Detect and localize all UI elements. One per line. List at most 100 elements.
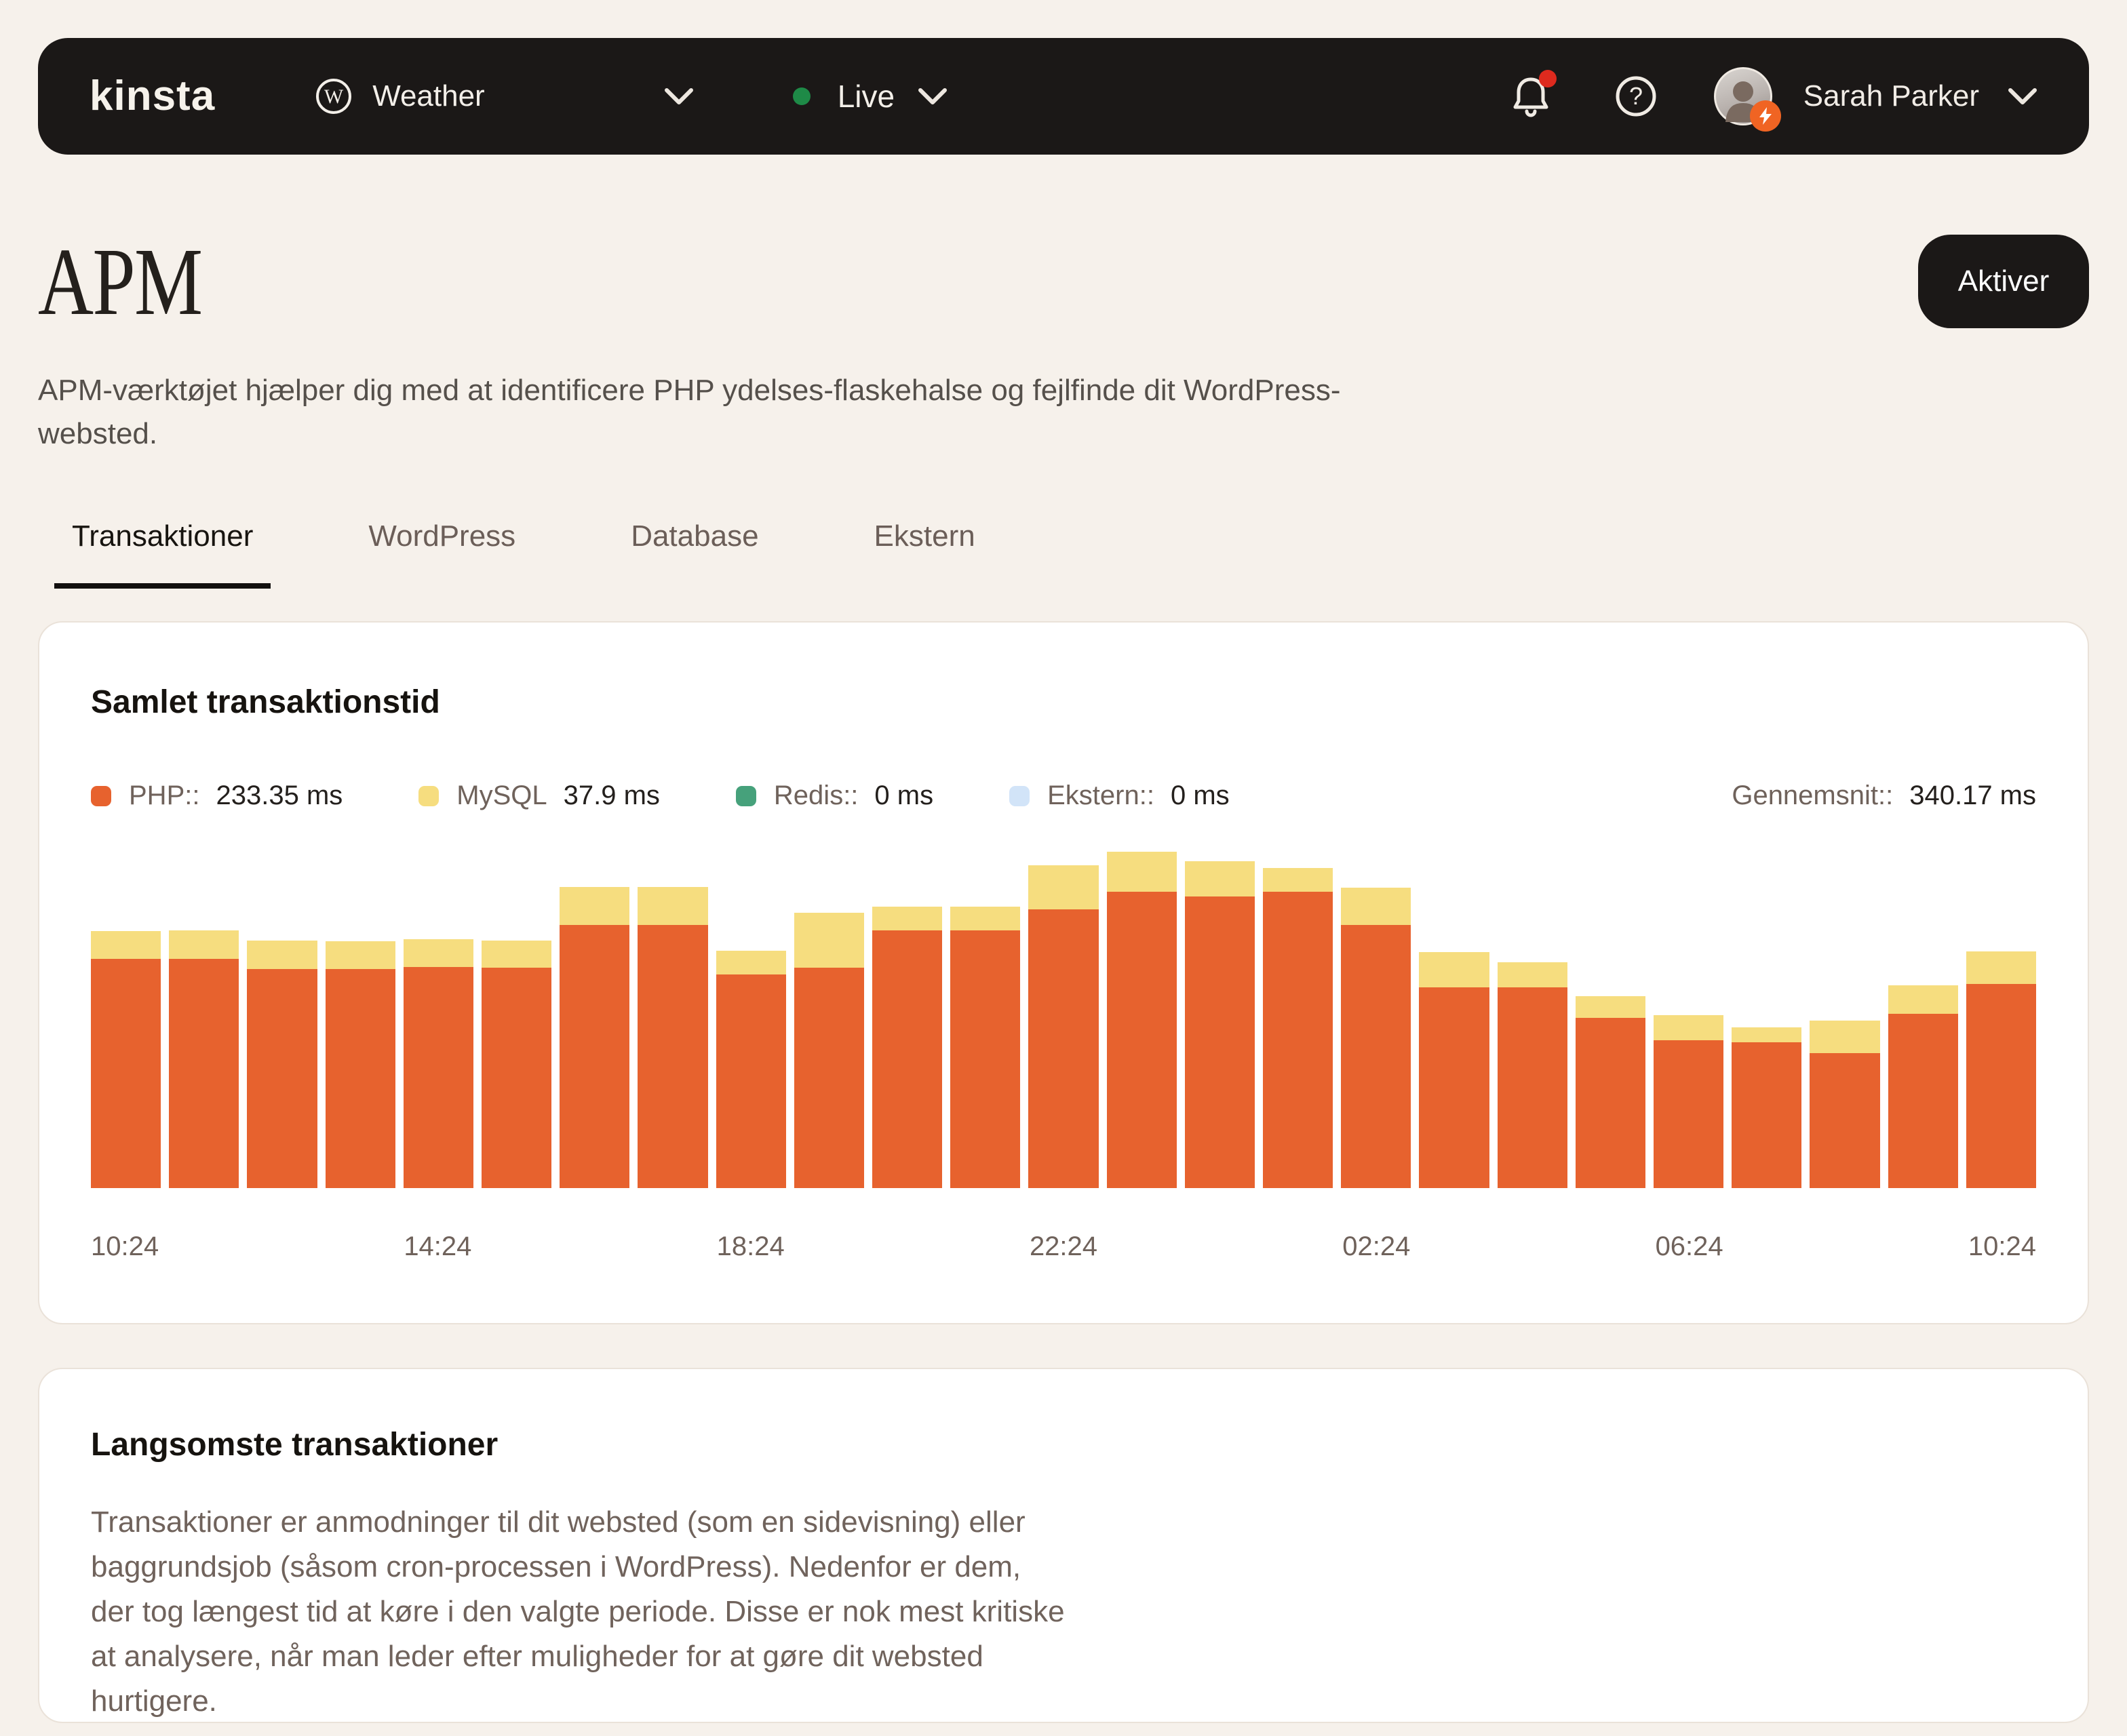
bar-segment-php [247,969,317,1188]
chart-bar[interactable] [1106,852,1177,1188]
bar-segment-php [325,969,395,1188]
user-name: Sarah Parker [1803,79,1979,113]
bar-segment-mysql [1732,1027,1802,1042]
bar-segment-mysql [872,907,943,930]
bar-segment-php [950,930,1021,1188]
chart-bar[interactable] [638,887,708,1188]
legend-value: 0 ms [874,781,934,810]
legend-value: 233.35 ms [216,781,343,810]
chevron-down-icon [918,88,948,104]
bar-segment-php [1341,925,1411,1188]
x-tick: 18:24 [716,1231,785,1261]
bell-icon [1513,77,1548,117]
chart-bar[interactable] [716,951,786,1188]
bar-segment-php [1966,984,2037,1188]
chart-bar[interactable] [794,913,865,1188]
main-content: APM Aktiver APM-værktøjet hjælper dig me… [0,155,2127,1723]
bar-segment-mysql [1966,951,2037,984]
legend-label: MySQL [456,781,547,810]
bar-segment-php [794,968,865,1188]
chart-bar[interactable] [1341,888,1411,1188]
bar-segment-mysql [91,931,161,959]
chart-bar[interactable] [1732,1027,1802,1188]
tab-transaktioner[interactable]: Transaktioner [54,519,271,589]
user-menu[interactable]: Sarah Parker [1713,67,2037,132]
chart-bar[interactable] [325,941,395,1188]
chart-bar[interactable] [1419,952,1489,1188]
bar-segment-mysql [1184,861,1255,896]
ekstern-swatch [1009,785,1030,806]
bar-segment-mysql [1497,962,1567,987]
site-name: Weather [372,79,485,113]
kinsta-logo: kinsta [90,73,216,119]
legend-item-redis: Redis:: 0 ms [735,781,934,811]
chart-bar[interactable] [91,931,161,1188]
tab-database[interactable]: Database [631,519,759,553]
site-selector[interactable]: W Weather [315,78,694,115]
average-value: 340.17 ms [1909,781,2036,810]
help-button[interactable]: ? [1615,75,1657,117]
tab-bar: Transaktioner WordPress Database Ekstern [38,519,2089,589]
x-tick: 10:24 [1968,1231,2036,1261]
legend-item-php: PHP:: 233.35 ms [91,781,343,811]
redis-swatch [735,785,756,806]
x-tick: 10:24 [91,1231,159,1261]
php-swatch [91,785,111,806]
tab-ekstern[interactable]: Ekstern [874,519,975,553]
top-navigation-bar: kinsta W Weather Live ? [38,38,2089,155]
tab-wordpress[interactable]: WordPress [368,519,516,553]
chart-bar[interactable] [872,907,943,1188]
svg-text:W: W [324,85,344,108]
bar-segment-php [1654,1040,1724,1188]
bar-segment-mysql [169,930,239,959]
bar-segment-mysql [794,913,865,968]
bar-segment-mysql [1810,1021,1880,1053]
bar-segment-php [1419,987,1489,1188]
chart-bar[interactable] [169,930,239,1188]
activate-button[interactable]: Aktiver [1918,235,2089,328]
bar-segment-php [1810,1053,1880,1188]
legend-average: Gennemsnit:: 340.17 ms [1714,781,2036,811]
bar-segment-mysql [560,887,630,925]
chart-bar[interactable] [1654,1015,1724,1188]
page-description: APM-værktøjet hjælper dig med at identif… [38,374,1341,450]
legend-item-mysql: MySQL 37.9 ms [418,781,660,811]
chevron-down-icon [2008,88,2037,104]
topbar-actions: ? Sarah Parker [1512,67,2037,132]
chart-bar[interactable] [403,939,474,1188]
page-title: APM [38,228,203,335]
bar-segment-mysql [1575,996,1646,1018]
x-axis-labels: 10:24 14:24 18:24 22:24 02:24 06:24 10:2… [91,1231,2036,1262]
chart-bar[interactable] [1028,865,1099,1188]
lightning-badge [1749,100,1781,132]
x-tick: 14:24 [404,1231,472,1261]
chart-bar[interactable] [1810,1021,1880,1188]
card-title: Langsomste transaktioner [91,1427,499,1463]
chart-bar[interactable] [1966,951,2037,1188]
chart-bar[interactable] [1184,861,1255,1188]
chart-bar[interactable] [1497,962,1567,1188]
chart-bar[interactable] [950,907,1021,1188]
bar-segment-php [1497,987,1567,1188]
bar-segment-php [1184,896,1255,1188]
bar-segment-php [1888,1014,1958,1188]
stacked-bar-chart [91,849,2037,1188]
bar-segment-mysql [1888,985,1958,1014]
chart-bar[interactable] [482,941,552,1188]
chart-bar[interactable] [1263,868,1333,1188]
bar-segment-php [716,974,786,1188]
bar-segment-php [1732,1042,1802,1188]
bar-segment-mysql [1419,952,1489,987]
x-tick: 06:24 [1655,1231,1723,1261]
chart-bar[interactable] [1575,996,1646,1188]
notifications-button[interactable] [1512,70,1557,117]
bar-segment-php [91,959,161,1188]
bar-segment-php [403,967,474,1188]
lightning-icon [1759,107,1772,125]
chart-bar[interactable] [560,887,630,1188]
chart-bar[interactable] [247,941,317,1188]
chart-bar[interactable] [1888,985,1958,1188]
environment-selector[interactable]: Live [792,78,948,115]
bar-segment-php [169,959,239,1188]
bar-segment-mysql [950,907,1021,930]
